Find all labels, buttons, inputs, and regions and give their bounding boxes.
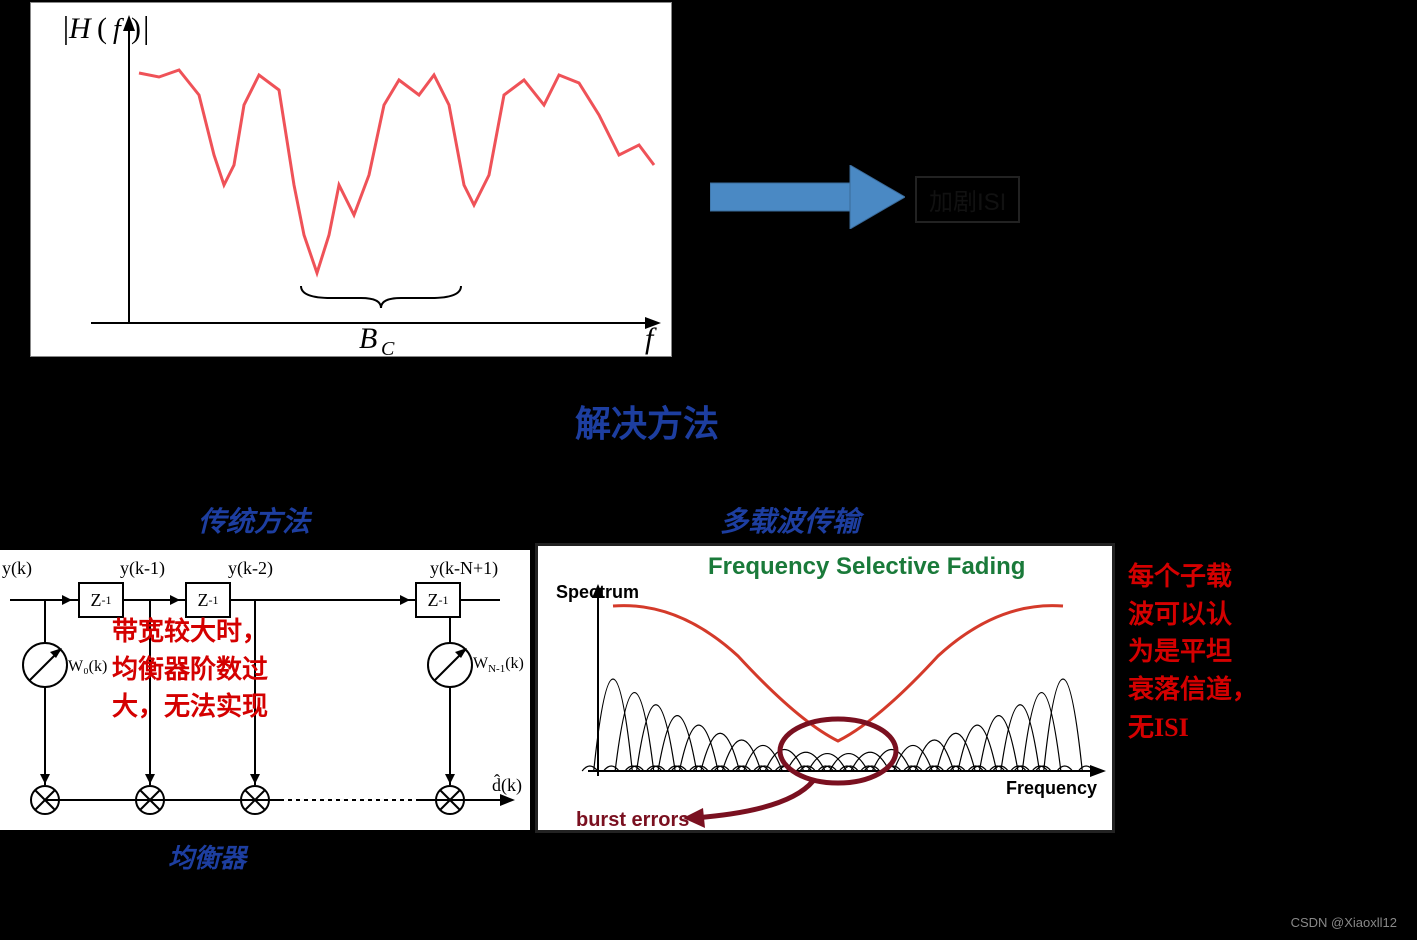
multicarrier-panel: Frequency Selective Fading Spectrum Freq…: [535, 543, 1115, 833]
left-caption-text: 均衡器: [168, 844, 246, 873]
svg-text:): ): [131, 12, 141, 45]
watermark: CSDN @Xiaoxll12: [1291, 915, 1397, 930]
arrow-right-icon: [710, 165, 905, 229]
delay-sup-n: -1: [439, 593, 449, 608]
svg-text:f: f: [645, 322, 657, 355]
sig-yk: y(k): [2, 558, 32, 579]
isi-result-box: 加剧ISI: [915, 176, 1020, 223]
svg-text:f: f: [113, 14, 124, 45]
right-subheading: 多载波传输: [720, 500, 860, 540]
svg-text:|: |: [143, 9, 149, 45]
weight-n: WN-1(k): [473, 655, 524, 675]
weight-0: W₀(k): [68, 658, 107, 676]
left-subheading: 传统方法: [198, 500, 310, 540]
multicarrier-chart: Frequency Selective Fading Spectrum Freq…: [538, 546, 1118, 836]
left-caption: 均衡器: [168, 838, 246, 875]
left-note: 带宽较大时， 均衡器阶数过 大，无法实现: [112, 613, 268, 726]
main-heading: 解决方法: [575, 395, 719, 447]
delay-box-n: Z-1: [415, 582, 461, 618]
main-heading-text: 解决方法: [575, 404, 719, 444]
svg-text:H: H: [68, 12, 93, 45]
svg-text:(: (: [97, 12, 107, 45]
delay-z-n: Z: [428, 590, 439, 611]
right-subheading-text: 多载波传输: [720, 507, 860, 538]
svg-text:B: B: [359, 322, 377, 355]
frequency-response-chart: | H ( f ) | f B C: [31, 3, 673, 358]
output-dhat: d̂(k): [492, 775, 522, 796]
top-frequency-response-panel: | H ( f ) | f B C: [30, 2, 672, 357]
isi-label: 加剧ISI: [929, 189, 1006, 216]
delay-z-2: Z: [198, 590, 209, 611]
svg-text:C: C: [381, 338, 395, 358]
sig-ykn: y(k-N+1): [430, 558, 498, 579]
watermark-text: CSDN @Xiaoxll12: [1291, 915, 1397, 930]
right-note: 每个子载 波可以认 为是平坦 衰落信道， 无ISI: [1128, 558, 1258, 746]
delay-z-1: Z: [91, 590, 102, 611]
sig-yk1: y(k-1): [120, 558, 165, 579]
sig-yk2: y(k-2): [228, 558, 273, 579]
delay-sup-1: -1: [102, 593, 112, 608]
fsf-title: Frequency Selective Fading: [708, 553, 1025, 580]
svg-text:Frequency: Frequency: [1006, 778, 1097, 798]
svg-text:burst errors: burst errors: [576, 809, 689, 831]
left-subheading-text: 传统方法: [198, 507, 310, 538]
delay-sup-2: -1: [209, 593, 219, 608]
